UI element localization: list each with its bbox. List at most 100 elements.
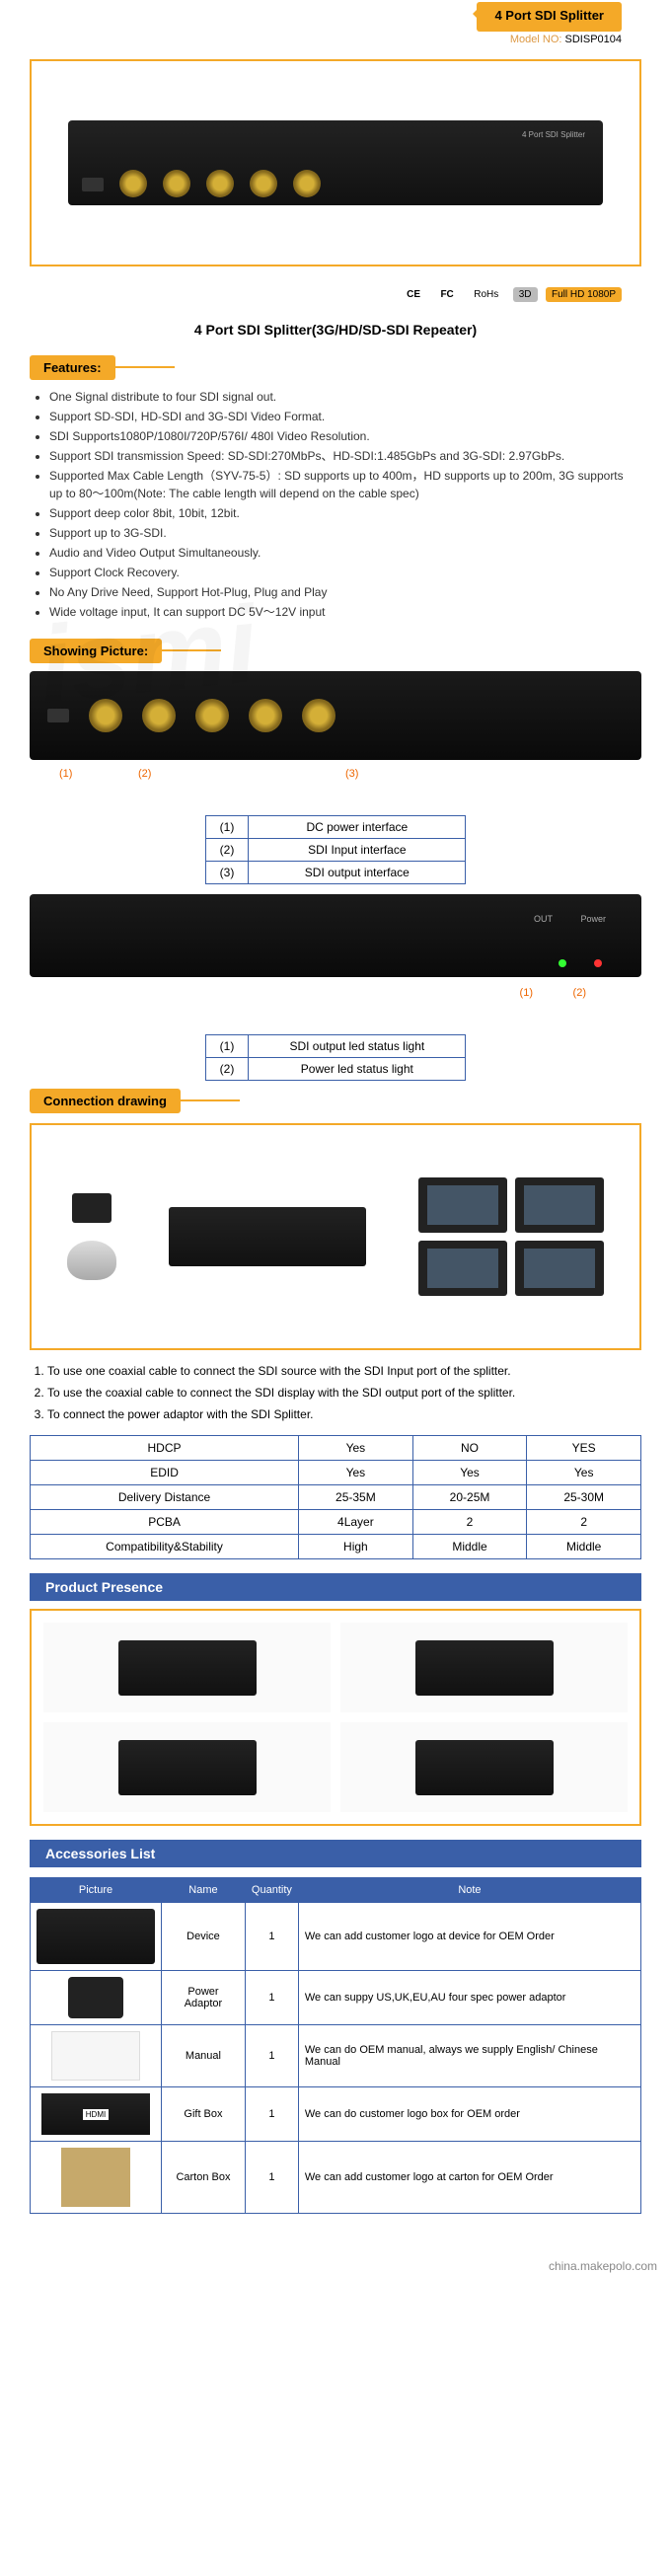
- callout-2: (2): [573, 987, 586, 999]
- presence-photos: [30, 1609, 641, 1826]
- feature-item: Support SD-SDI, HD-SDI and 3G-SDI Video …: [49, 408, 632, 425]
- carton-pic-icon: [61, 2148, 130, 2207]
- product-photo-icon: [118, 1640, 257, 1696]
- product-photo-icon: [415, 1740, 554, 1795]
- monitor-grid: [418, 1177, 604, 1296]
- monitor-icon: [418, 1241, 507, 1296]
- table-row: (1)DC power interface: [205, 816, 466, 839]
- table-row: Device 1 We can add customer logo at dev…: [31, 1903, 641, 1971]
- fullhd-badge: Full HD 1080P: [546, 287, 622, 302]
- monitor-icon: [515, 1241, 604, 1296]
- table-row: (3)SDI output interface: [205, 862, 466, 884]
- manual-pic-icon: [51, 2031, 140, 2081]
- adapter-icon: [72, 1193, 112, 1223]
- feature-item: SDI Supports1080P/1080I/720P/576I/ 480I …: [49, 427, 632, 445]
- callout-3: (3): [345, 768, 358, 780]
- bnc-port-icon: [250, 170, 277, 197]
- bnc-port-icon: [302, 699, 336, 732]
- callouts: (1) (2) (3): [30, 768, 641, 807]
- connection-diagram: [30, 1123, 641, 1350]
- bnc-port-icon: [119, 170, 147, 197]
- feature-item: Wide voltage input, It can support DC 5V…: [49, 603, 632, 621]
- callouts: (1) (2): [30, 987, 641, 1026]
- subtitle: 4 Port SDI Splitter(3G/HD/SD-SDI Repeate…: [0, 312, 671, 351]
- ce-badge: CE: [401, 287, 426, 302]
- dc-jack-icon: [82, 178, 104, 191]
- out-label: OUT: [534, 914, 553, 924]
- callout-2: (2): [138, 768, 151, 780]
- table-row: Power Adaptor 1 We can suppy US,UK,EU,AU…: [31, 1971, 641, 2025]
- callout-1: (1): [59, 768, 72, 780]
- pic-cell: [31, 2142, 162, 2214]
- cert-badges: CE FC RoHs 3D Full HD 1080P: [0, 274, 671, 312]
- device-top-text: 4 Port SDI Splitter: [522, 130, 585, 139]
- bnc-port-icon: [89, 699, 122, 732]
- dc-jack-icon: [47, 709, 69, 722]
- bnc-port-icon: [249, 699, 282, 732]
- feature-item: Audio and Video Output Simultaneously.: [49, 544, 632, 562]
- bnc-port-icon: [206, 170, 234, 197]
- bnc-port-icon: [163, 170, 190, 197]
- table-row: PCBA4Layer22: [31, 1510, 641, 1535]
- power-label: Power: [580, 914, 606, 924]
- device-illustration: 4 Port SDI Splitter: [68, 120, 603, 205]
- feature-item: One Signal distribute to four SDI signal…: [49, 388, 632, 406]
- model-label: Model NO:: [510, 34, 562, 45]
- device-pic-icon: [37, 1909, 155, 1964]
- bnc-port-icon: [195, 699, 229, 732]
- header: 4 Port SDI Splitter: [0, 0, 671, 32]
- fc-badge: FC: [434, 287, 459, 302]
- product-photo-icon: [118, 1740, 257, 1795]
- table-row: EDIDYesYesYes: [31, 1461, 641, 1485]
- table-row: Carton Box 1 We can add customer logo at…: [31, 2142, 641, 2214]
- camera-icon: [67, 1241, 116, 1280]
- step-item: To use one coaxial cable to connect the …: [47, 1362, 641, 1380]
- splitter-icon: [169, 1207, 366, 1266]
- product-photo-icon: [415, 1640, 554, 1696]
- pic-cell: [31, 2025, 162, 2087]
- connection-steps: To use one coaxial cable to connect the …: [30, 1362, 641, 1423]
- features-list: One Signal distribute to four SDI signal…: [49, 388, 632, 621]
- adapter-pic-icon: [68, 1977, 123, 2018]
- pic-cell: HDMI: [31, 2087, 162, 2142]
- hero-image: 4 Port SDI Splitter: [30, 59, 641, 266]
- table-header: Picture Name Quantity Note: [31, 1878, 641, 1903]
- feature-item: No Any Drive Need, Support Hot-Plug, Plu…: [49, 583, 632, 601]
- table-row: (1)SDI output led status light: [205, 1035, 466, 1058]
- title-badge: 4 Port SDI Splitter: [477, 2, 622, 32]
- feature-item: Support SDI transmission Speed: SD-SDI:2…: [49, 447, 632, 465]
- accessories-heading: Accessories List: [30, 1840, 641, 1867]
- step-item: To connect the power adaptor with the SD…: [47, 1405, 641, 1423]
- accessories-table: Picture Name Quantity Note Device 1 We c…: [30, 1877, 641, 2214]
- monitor-icon: [418, 1177, 507, 1233]
- model-value: SDISP0104: [565, 34, 622, 45]
- step-item: To use the coaxial cable to connect the …: [47, 1384, 641, 1402]
- bnc-port-icon: [293, 170, 321, 197]
- showing-heading: Showing Picture:: [30, 639, 641, 663]
- connection-heading: Connection drawing: [30, 1089, 641, 1113]
- presence-heading: Product Presence: [30, 1573, 641, 1601]
- feature-item: Supported Max Cable Length（SYV-75-5）: SD…: [49, 467, 632, 502]
- feature-item: Support Clock Recovery.: [49, 564, 632, 581]
- out-led-icon: [559, 959, 566, 967]
- led-table: (1)SDI output led status light (2)Power …: [205, 1034, 467, 1081]
- spec-table: HDCPYesNOYES EDIDYesYesYes Delivery Dist…: [30, 1435, 641, 1559]
- table-row: Manual 1 We can do OEM manual, always we…: [31, 2025, 641, 2087]
- chip-label: Connection drawing: [30, 1089, 181, 1113]
- port-table: (1)DC power interface (2)SDI Input inter…: [205, 815, 467, 884]
- pic-cell: [31, 1971, 162, 2025]
- table-row: HDCPYesNOYES: [31, 1436, 641, 1461]
- table-row: Delivery Distance25-35M20-25M25-30M: [31, 1485, 641, 1510]
- chip-label: Features:: [30, 355, 115, 380]
- power-led-icon: [594, 959, 602, 967]
- footer-url: china.makepolo.com: [0, 2253, 671, 2283]
- table-row: Compatibility&StabilityHighMiddleMiddle: [31, 1535, 641, 1559]
- callout-1: (1): [520, 987, 533, 999]
- feature-item: Support deep color 8bit, 10bit, 12bit.: [49, 504, 632, 522]
- table-row: (2)SDI Input interface: [205, 839, 466, 862]
- front-panel-photo: [30, 671, 641, 760]
- chip-label: Showing Picture:: [30, 639, 162, 663]
- table-row: HDMI Gift Box 1 We can do customer logo …: [31, 2087, 641, 2142]
- feature-item: Support up to 3G-SDI.: [49, 524, 632, 542]
- pic-cell: [31, 1903, 162, 1971]
